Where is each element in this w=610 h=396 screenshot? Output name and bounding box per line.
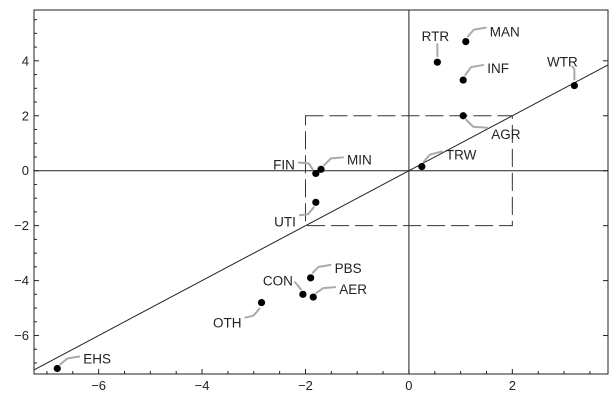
point-uti	[312, 198, 320, 206]
label-trw: TRW	[446, 148, 477, 163]
point-trw	[418, 162, 426, 171]
point-aer	[309, 293, 317, 301]
point-pbs	[307, 274, 315, 282]
label-man: MAN	[490, 25, 520, 40]
point-min	[317, 165, 325, 173]
leader-pbs	[311, 263, 332, 274]
point-fin	[312, 169, 320, 178]
reference-lines	[33, 10, 609, 374]
leader-uti	[298, 206, 315, 217]
label-leaders	[59, 26, 576, 366]
label-agr: AGR	[491, 127, 521, 142]
point-man	[462, 37, 470, 46]
label-wtr: WTR	[547, 55, 578, 70]
leader-fin	[297, 161, 314, 171]
leader-agr	[465, 118, 489, 129]
y-tick-label: −4	[14, 273, 29, 288]
label-fin: FIN	[273, 157, 295, 172]
point-oth	[257, 298, 266, 307]
point-rtr	[433, 58, 441, 66]
plot-border	[33, 9, 609, 375]
data-points	[53, 37, 578, 373]
diagonal-reference-line	[33, 64, 609, 371]
leader-trw	[422, 150, 443, 163]
point-wtr	[570, 81, 578, 90]
point-labels: RTR MAN INF WTR AGR TRW FIN MIN UTI PBS CON AER OTH E…	[83, 25, 578, 367]
y-tick-label: 2	[22, 108, 29, 123]
x-tick-label: 2	[509, 378, 516, 393]
label-aer: AER	[339, 282, 367, 297]
x-tick-label: −2	[298, 378, 313, 393]
leader-inf	[464, 64, 485, 77]
x-tick-label: −6	[91, 378, 106, 393]
leader-aer	[315, 286, 337, 295]
leader-min	[323, 156, 344, 167]
leader-wtr	[571, 65, 576, 81]
x-tick-label: 0	[405, 378, 412, 393]
y-tick-label: −2	[14, 218, 29, 233]
leader-man	[466, 26, 487, 38]
point-agr	[459, 112, 467, 120]
point-con	[299, 290, 307, 298]
label-min: MIN	[347, 152, 372, 167]
label-inf: INF	[487, 61, 509, 76]
leader-oth	[244, 307, 261, 319]
dashed-region-box	[304, 115, 513, 227]
leader-con	[293, 281, 302, 291]
label-ehs: EHS	[83, 352, 111, 367]
y-tick-label: 0	[22, 163, 29, 178]
plot-frame	[33, 9, 609, 375]
label-oth: OTH	[213, 316, 242, 331]
label-rtr: RTR	[422, 29, 450, 44]
x-tick-label: −4	[195, 378, 210, 393]
point-inf	[459, 76, 467, 84]
axis-ticks: −6 −4 −2 0 2 −6 −4 −2 0 2 4	[14, 19, 608, 393]
label-pbs: PBS	[335, 261, 362, 276]
label-uti: UTI	[274, 214, 296, 229]
y-tick-label: −6	[14, 328, 29, 343]
y-tick-label: 4	[22, 53, 29, 68]
leader-ehs	[59, 355, 81, 366]
point-ehs	[53, 364, 61, 373]
label-con: CON	[263, 273, 293, 288]
